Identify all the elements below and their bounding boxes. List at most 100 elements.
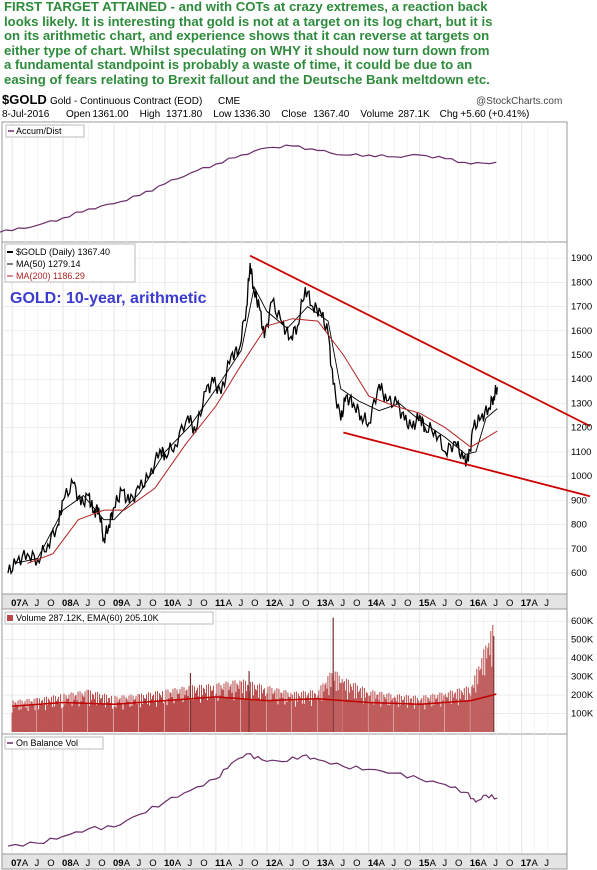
x-tick-label: O	[47, 858, 54, 869]
price-legend-ma200: MA(200) 1186.29	[16, 271, 85, 281]
x-tick-label: O	[404, 598, 411, 609]
x-tick-label: A	[226, 858, 233, 869]
x-tick-label: 10	[164, 598, 175, 609]
quote-value: 1361.00	[92, 109, 129, 120]
quote-value: 287.1K	[398, 109, 430, 120]
x-tick-label: 14	[368, 858, 379, 869]
x-tick-label: J	[187, 858, 192, 869]
x-tick-label: A	[481, 858, 488, 869]
x-tick-label: 11	[215, 858, 226, 869]
x-tick-label: A	[73, 858, 80, 869]
x-tick-label: A	[124, 598, 131, 609]
x-tick-label: 13	[317, 858, 328, 869]
y-tick-label: 1200	[571, 423, 592, 434]
x-tick-label: J	[289, 858, 294, 869]
quote-label: Open	[66, 109, 90, 120]
x-tick-label: O	[149, 858, 156, 869]
volume-tick-label: 500K	[571, 635, 594, 646]
commentary-line: looks likely. It is interesting that gol…	[4, 13, 493, 29]
x-tick-label: O	[98, 598, 105, 609]
volume-tick-label: 200K	[571, 690, 594, 701]
x-tick-label: O	[404, 858, 411, 869]
y-tick-label: 1700	[571, 302, 592, 313]
x-tick-label: A	[328, 598, 335, 609]
chart-date: 8-Jul-2016	[2, 109, 50, 120]
x-tick-label: O	[455, 598, 462, 609]
x-tick-label: A	[379, 858, 386, 869]
x-tick-label: 08	[62, 598, 73, 609]
x-tick-label: J	[86, 598, 91, 609]
x-tick-label: A	[277, 598, 284, 609]
x-tick-label: J	[289, 598, 294, 609]
labels: 0707AAJJOO0808AAJJOO0909AAJJOO1010AAJJOO…	[11, 253, 594, 869]
y-tick-label: 1400	[571, 374, 592, 385]
x-tick-label: O	[251, 598, 258, 609]
price-legend-gold: $GOLD (Daily) 1367.40	[16, 247, 110, 257]
x-tick-label: O	[47, 598, 54, 609]
x-tick-label: 11	[215, 598, 226, 609]
x-tick-label: A	[226, 598, 233, 609]
quote-value: 1367.40	[313, 109, 350, 120]
x-tick-label: J	[442, 598, 447, 609]
x-tick-label: O	[506, 858, 513, 869]
y-tick-label: 1600	[571, 326, 592, 337]
x-tick-label: J	[238, 598, 243, 609]
marks	[0, 144, 591, 847]
x-tick-label: O	[200, 858, 207, 869]
chart-exchange: CME	[218, 96, 241, 107]
x-tick-label: 07	[11, 858, 22, 869]
x-tick-label: O	[506, 598, 513, 609]
grid	[3, 122, 566, 854]
x-tick-label: J	[137, 858, 142, 869]
x-tick-label: J	[238, 858, 243, 869]
obv-legend-box	[4, 736, 104, 750]
x-tick-label: 16	[470, 858, 481, 869]
x-tick-label: A	[532, 598, 539, 609]
ma200-line	[27, 318, 498, 564]
x-tick-label: J	[35, 858, 40, 869]
accum-panel	[1, 121, 568, 243]
x-tick-label: O	[251, 858, 258, 869]
x-tick-label: O	[302, 858, 309, 869]
volume-bars	[11, 617, 495, 732]
obv-legend: On Balance Vol	[16, 738, 78, 748]
y-tick-label: 800	[571, 520, 587, 531]
x-tick-label: A	[22, 858, 29, 869]
x-tick-label: J	[187, 598, 192, 609]
x-tick-label: J	[35, 598, 40, 609]
x-tick-label: A	[532, 858, 539, 869]
x-tick-label: J	[544, 598, 549, 609]
x-tick-label: J	[391, 858, 396, 869]
y-tick-label: 600	[571, 568, 587, 579]
x-tick-label: O	[149, 598, 156, 609]
quote-label: Chg	[440, 109, 458, 120]
x-tick-label: A	[175, 858, 182, 869]
x-tick-label: J	[544, 858, 549, 869]
commentary-line: easing of fears relating to Brexit fallo…	[4, 71, 490, 87]
x-tick-label: J	[86, 858, 91, 869]
quote-value: +5.60 (+0.41%)	[460, 109, 529, 120]
quote-value: 1336.30	[234, 109, 271, 120]
gold-price-line	[7, 262, 498, 576]
price-legend-box	[4, 243, 136, 283]
x-tick-label: O	[455, 858, 462, 869]
quote-label: Volume	[360, 109, 394, 120]
x-tick-label: 17	[521, 598, 532, 609]
volume-tick-label: 400K	[571, 653, 594, 664]
chart-source: @StockCharts.com	[476, 96, 562, 107]
y-tick-label: 1000	[571, 471, 592, 482]
x-tick-label: J	[137, 598, 142, 609]
chart-contract: Gold - Continuous Contract (EOD)	[50, 96, 202, 107]
x-tick-label: 07	[11, 598, 22, 609]
volume-tick-label: 600K	[571, 616, 594, 627]
x-tick-label: J	[340, 858, 345, 869]
x-tick-label: A	[73, 598, 80, 609]
x-tick-label: 16	[470, 598, 481, 609]
x-tick-label: A	[430, 598, 437, 609]
volume-legend-box	[4, 611, 214, 625]
bottom-date-strip	[1, 853, 568, 870]
accum-dist-line	[0, 144, 497, 233]
x-tick-label: A	[22, 598, 29, 609]
commentary: FIRST TARGET ATTAINED - and with COTs at…	[4, 0, 594, 88]
x-tick-label: J	[391, 598, 396, 609]
